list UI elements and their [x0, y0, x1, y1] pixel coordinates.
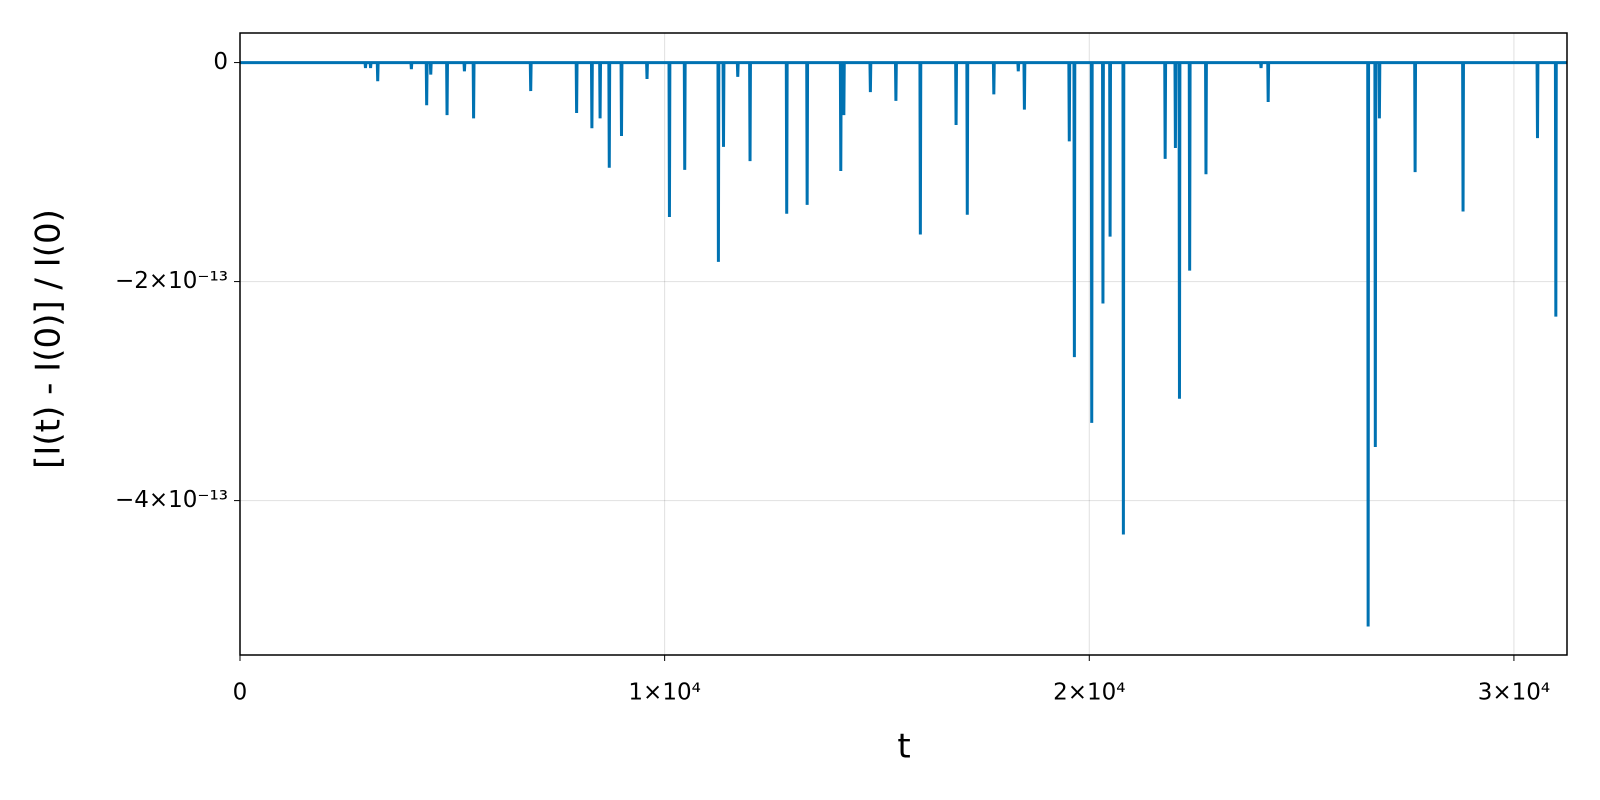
x-tick-label: 2×10⁴	[1053, 680, 1125, 706]
x-tick-label: 3×10⁴	[1478, 680, 1550, 706]
plot-frame	[239, 32, 1568, 656]
y-tick-label: −4×10⁻¹³	[115, 487, 228, 513]
x-axis-label: t	[897, 727, 910, 767]
data-line	[240, 61, 1567, 627]
x-tick-label: 1×10⁴	[628, 680, 700, 706]
y-tick-label: −2×10⁻¹³	[115, 268, 228, 294]
y-tick-label: 0	[213, 49, 228, 75]
y-axis-label: [I(t) - I(0)] / I(0)	[29, 209, 69, 469]
x-tick-label: 0	[233, 680, 248, 706]
